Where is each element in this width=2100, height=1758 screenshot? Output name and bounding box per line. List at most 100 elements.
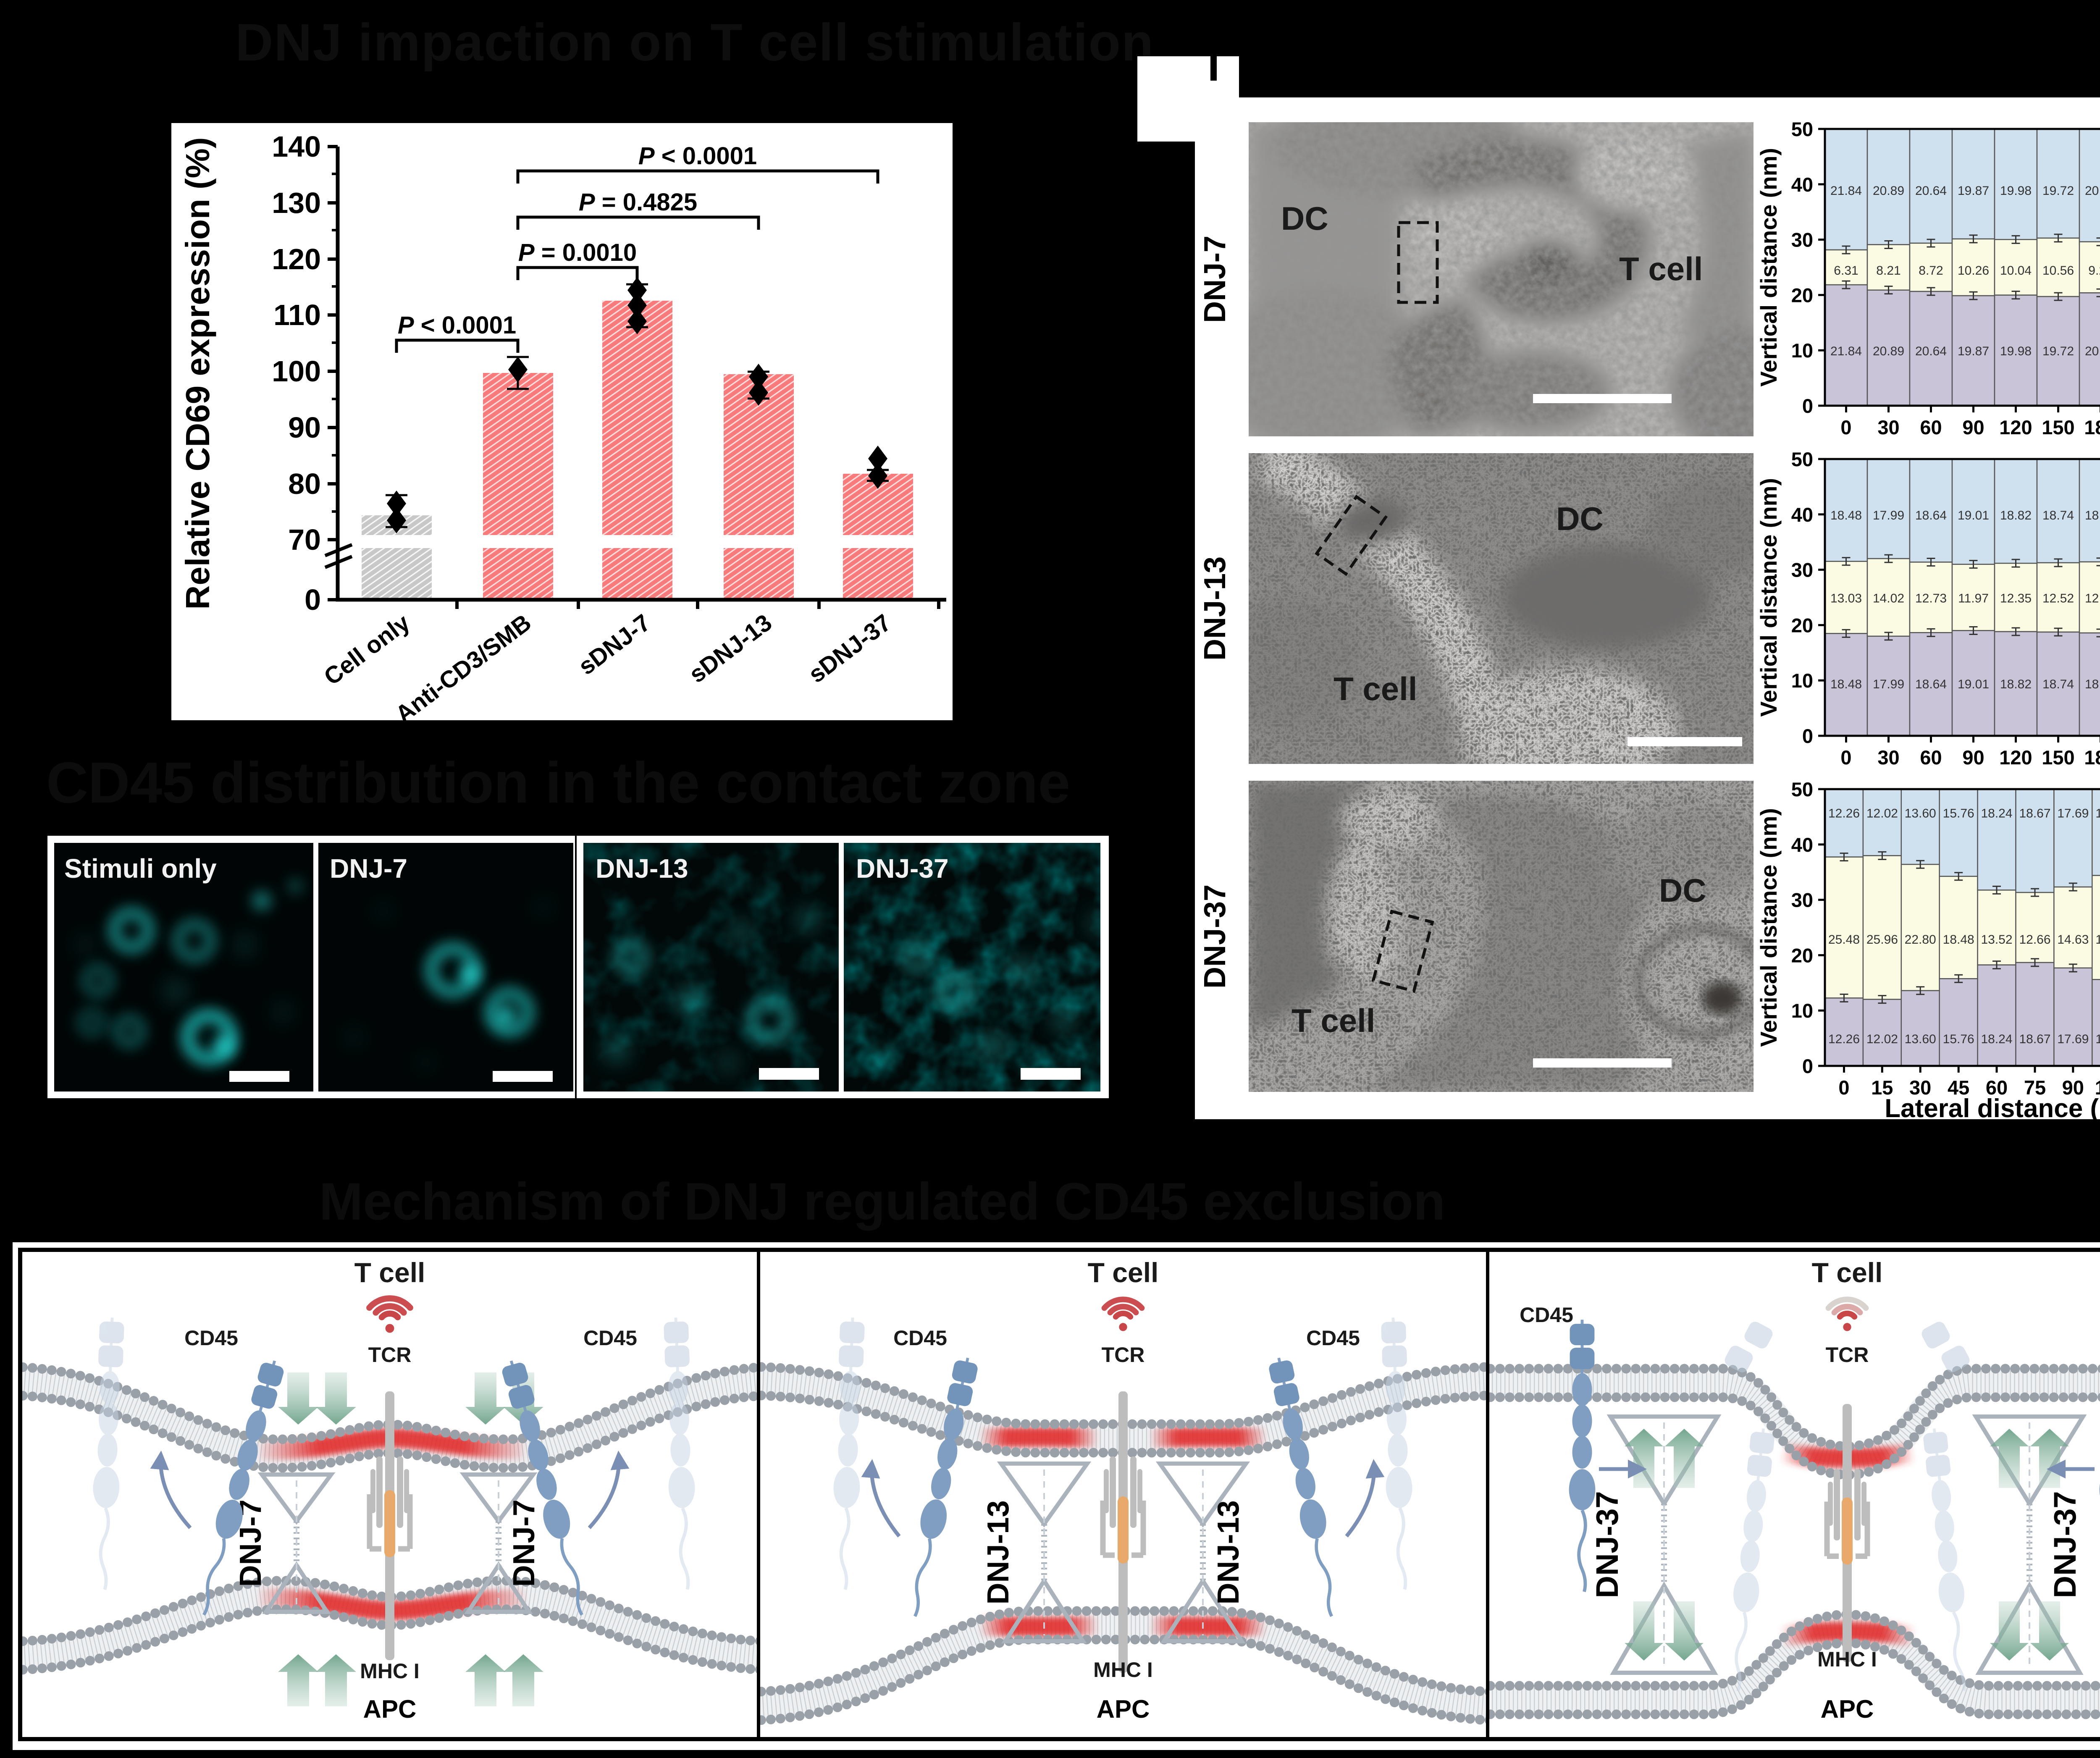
svg-text:APC: APC [1821, 1695, 1874, 1723]
svg-text:0: 0 [1802, 395, 1813, 417]
svg-text:Lateral distance (nm): Lateral distance (nm) [1885, 1094, 2100, 1119]
svg-text:40: 40 [1791, 173, 1813, 196]
svg-text:19.98: 19.98 [2000, 344, 2032, 358]
svg-text:150: 150 [2042, 746, 2074, 769]
svg-text:DNJ-13: DNJ-13 [1198, 556, 1232, 661]
svg-text:25.48: 25.48 [1828, 933, 1860, 947]
svg-text:DNJ-13: DNJ-13 [982, 1500, 1015, 1604]
svg-text:TCR: TCR [368, 1343, 412, 1367]
svg-text:20.64: 20.64 [1915, 344, 1947, 358]
svg-text:APC: APC [363, 1695, 417, 1723]
svg-text:30: 30 [1791, 889, 1813, 911]
svg-text:18.58: 18.58 [2085, 509, 2100, 522]
svg-text:30: 30 [1791, 229, 1813, 251]
svg-text:TCR: TCR [1826, 1343, 1869, 1367]
svg-text:DNJ-7: DNJ-7 [1198, 236, 1232, 323]
svg-text:20.39: 20.39 [2085, 184, 2100, 198]
svg-text:9.22: 9.22 [2088, 264, 2100, 278]
svg-text:6.31: 6.31 [1834, 264, 1858, 278]
svg-text:13.60: 13.60 [1905, 806, 1936, 820]
svg-text:60: 60 [1920, 746, 1942, 769]
svg-text:17.69: 17.69 [2057, 806, 2089, 820]
svg-text:180: 180 [2084, 416, 2100, 438]
svg-text:50: 50 [1791, 118, 1813, 140]
svg-text:CD45: CD45 [583, 1326, 637, 1350]
svg-text:13.52: 13.52 [1981, 933, 2012, 947]
svg-text:15.76: 15.76 [1943, 1032, 1974, 1046]
svg-text:12.52: 12.52 [2042, 592, 2074, 606]
svg-text:18.48: 18.48 [1830, 677, 1862, 691]
svg-text:DNJ-37: DNJ-37 [1198, 884, 1232, 989]
svg-text:21.84: 21.84 [1830, 344, 1862, 358]
svg-text:22.80: 22.80 [1905, 933, 1936, 947]
svg-text:CD45: CD45 [184, 1326, 238, 1350]
svg-text:P = 0.4825: P = 0.4825 [579, 189, 697, 216]
svg-text:TCR: TCR [1102, 1343, 1145, 1367]
svg-text:18.24: 18.24 [1981, 1032, 2012, 1046]
svg-text:12.66: 12.66 [2019, 933, 2050, 947]
svg-text:140: 140 [272, 130, 321, 163]
svg-text:CD45: CD45 [893, 1326, 947, 1350]
svg-text:12.84: 12.84 [2085, 592, 2100, 606]
svg-text:18.74: 18.74 [2042, 677, 2074, 691]
svg-text:12.26: 12.26 [1828, 806, 1860, 820]
svg-text:80: 80 [288, 467, 321, 500]
svg-text:19.87: 19.87 [1958, 184, 1989, 198]
svg-text:CD45: CD45 [1520, 1303, 1573, 1327]
svg-text:50: 50 [1791, 778, 1813, 800]
svg-text:T cell: T cell [1812, 1257, 1883, 1288]
svg-text:25.96: 25.96 [1866, 933, 1898, 947]
svg-text:0: 0 [1838, 1076, 1849, 1099]
svg-text:110: 110 [273, 299, 321, 331]
svg-text:180: 180 [2084, 746, 2100, 769]
svg-text:18.24: 18.24 [1981, 806, 2012, 820]
svg-text:19.72: 19.72 [2042, 184, 2074, 198]
svg-text:19.98: 19.98 [2000, 184, 2032, 198]
svg-text:18.48: 18.48 [1943, 933, 1974, 947]
svg-text:40: 40 [1791, 834, 1813, 856]
svg-text:MHC I: MHC I [1093, 1658, 1153, 1682]
svg-text:15.61: 15.61 [2095, 1032, 2100, 1046]
svg-text:120: 120 [1999, 746, 2032, 769]
svg-text:18.48: 18.48 [1830, 509, 1862, 522]
svg-text:20: 20 [1791, 614, 1813, 636]
svg-text:P < 0.0001: P < 0.0001 [638, 142, 757, 170]
svg-text:20.39: 20.39 [2085, 344, 2100, 358]
svg-text:90: 90 [1962, 746, 1984, 769]
svg-text:15.76: 15.76 [1943, 806, 1974, 820]
svg-text:15.61: 15.61 [2095, 806, 2100, 820]
svg-text:DNJ-7: DNJ-7 [507, 1499, 541, 1587]
svg-text:21.84: 21.84 [1830, 184, 1862, 198]
svg-text:90: 90 [1962, 416, 1984, 438]
svg-text:10: 10 [1791, 339, 1813, 362]
svg-text:0: 0 [304, 583, 321, 616]
svg-text:DNJ-37: DNJ-37 [1590, 1491, 1625, 1598]
svg-text:60: 60 [1986, 1076, 2008, 1099]
svg-text:45: 45 [1948, 1076, 1969, 1099]
svg-text:DNJ-13: DNJ-13 [1212, 1500, 1245, 1604]
svg-text:30: 30 [1877, 416, 1899, 438]
svg-text:150: 150 [2042, 416, 2074, 438]
svg-text:17.99: 17.99 [1873, 677, 1904, 691]
svg-text:T cell: T cell [1334, 670, 1417, 707]
svg-text:120: 120 [272, 243, 321, 276]
svg-text:100: 100 [272, 355, 321, 388]
svg-text:18.58: 18.58 [2085, 677, 2100, 691]
svg-text:18.64: 18.64 [1915, 509, 1947, 522]
svg-text:15: 15 [1871, 1076, 1893, 1099]
svg-text:DC: DC [1281, 200, 1328, 237]
svg-text:20: 20 [1791, 944, 1813, 966]
svg-text:Vertical distance (nm): Vertical distance (nm) [1756, 478, 1782, 717]
svg-text:105: 105 [2095, 1076, 2100, 1099]
svg-text:DNJ-13: DNJ-13 [596, 853, 688, 884]
svg-text:T cell: T cell [1619, 250, 1703, 287]
svg-text:MHC I: MHC I [360, 1659, 420, 1683]
svg-text:20.64: 20.64 [1915, 184, 1947, 198]
svg-text:130: 130 [272, 186, 321, 219]
svg-text:12.02: 12.02 [1866, 806, 1898, 820]
svg-text:12.02: 12.02 [1866, 1032, 1898, 1046]
svg-text:120: 120 [1999, 416, 2032, 438]
svg-text:12.35: 12.35 [2000, 592, 2032, 606]
svg-text:17.69: 17.69 [2057, 1032, 2089, 1046]
svg-text:10.04: 10.04 [2000, 264, 2032, 278]
